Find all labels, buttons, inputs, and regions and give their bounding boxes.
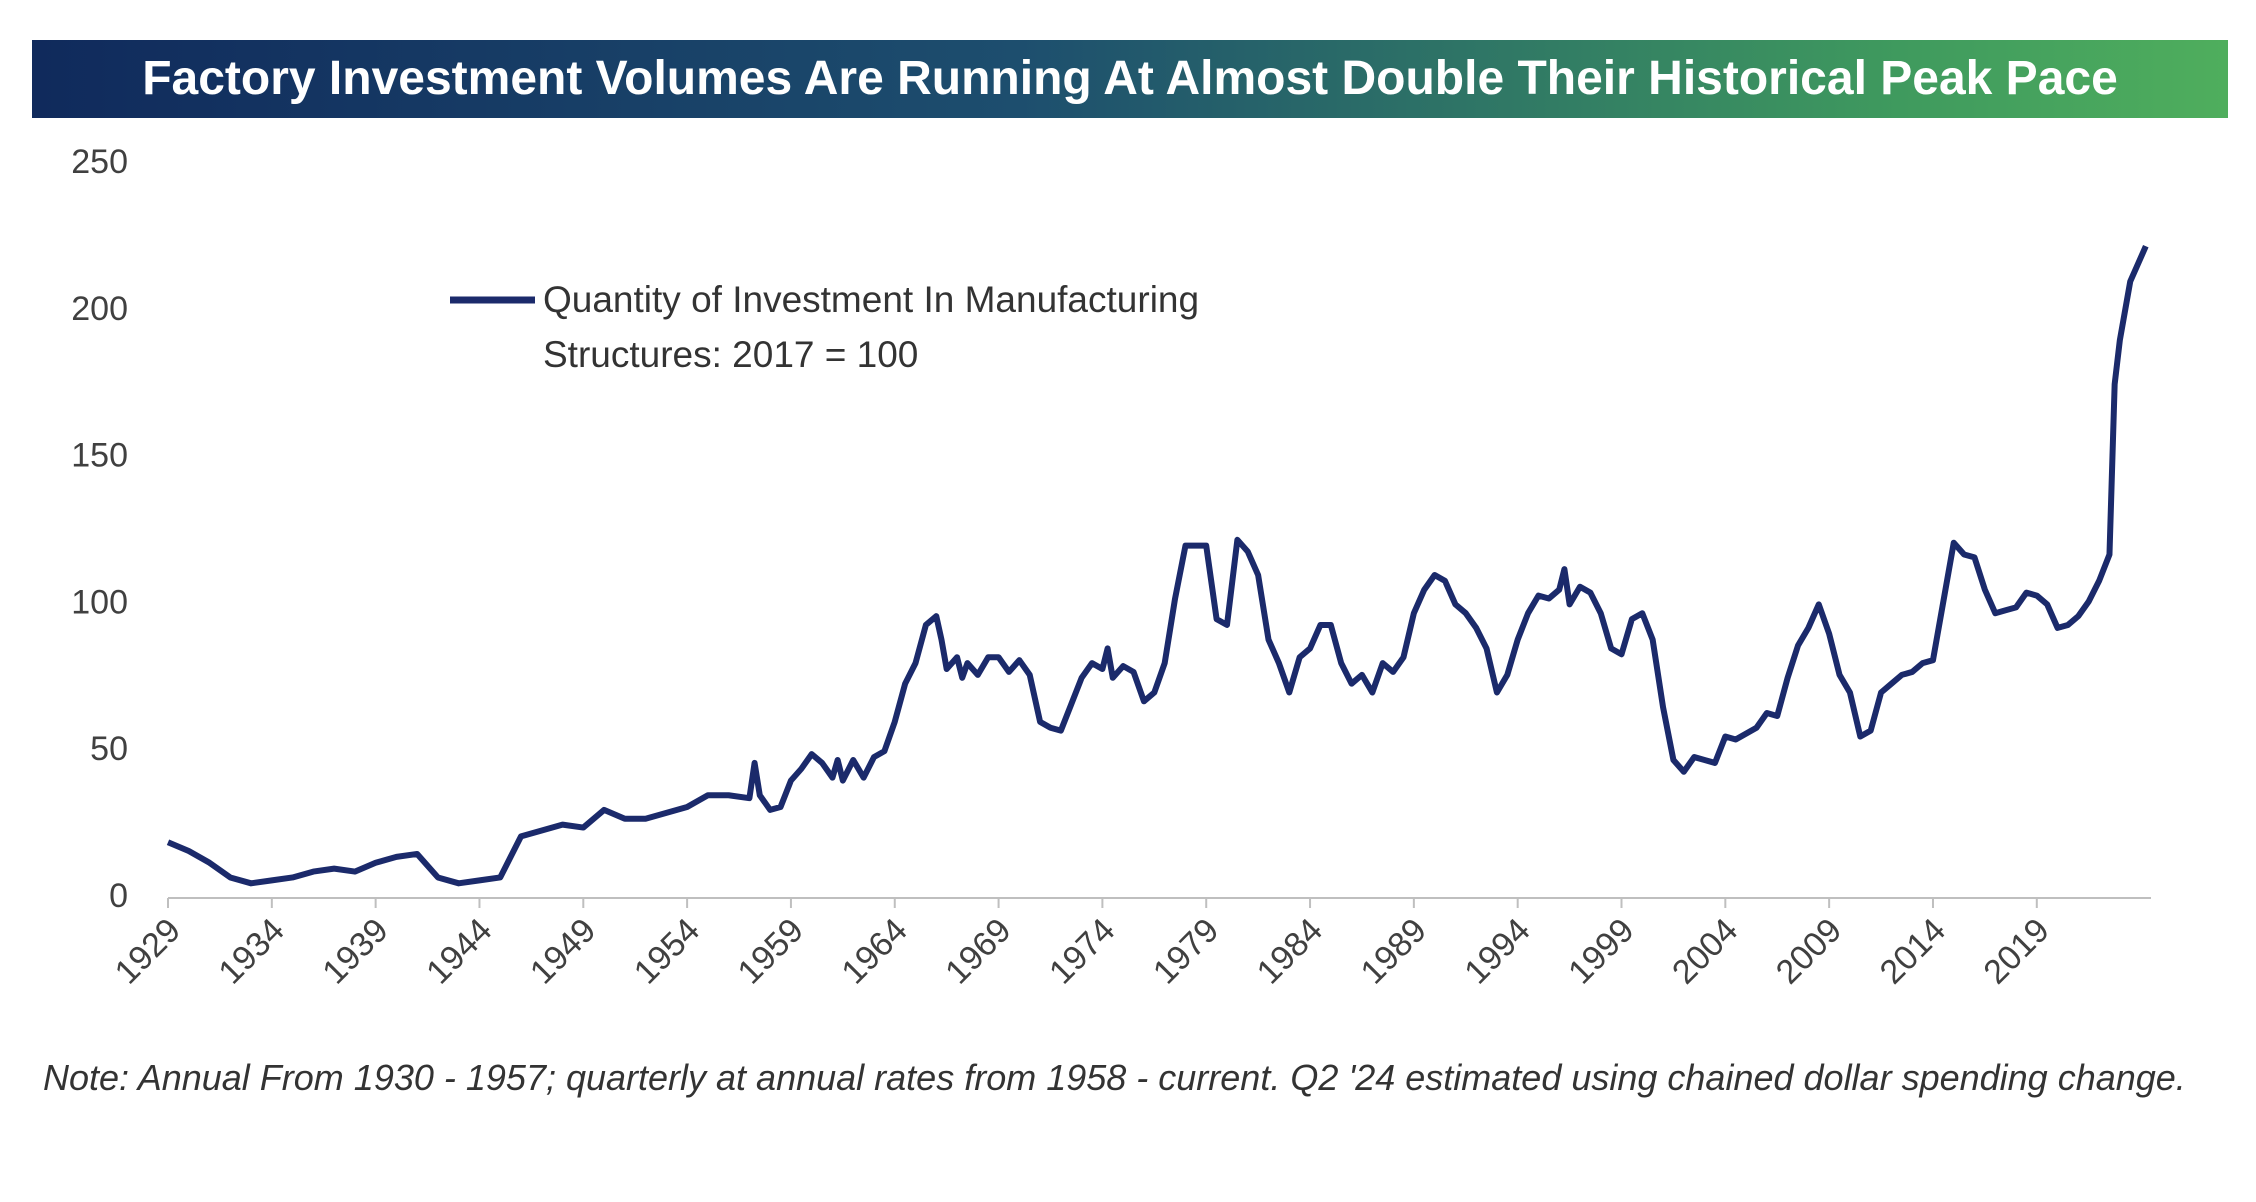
y-tick-label: 100 xyxy=(71,583,128,621)
x-tick-label: 1964 xyxy=(834,911,914,991)
note: Note: Annual From 1930 - 1957; quarterly… xyxy=(43,1057,2186,1098)
x-tick-label: 1934 xyxy=(211,911,291,991)
x-tick-label: 2014 xyxy=(1873,911,1953,991)
y-tick-label: 50 xyxy=(90,730,128,768)
x-tick-label: 1969 xyxy=(938,911,1018,991)
legend-label: Quantity of Investment In Manufacturing … xyxy=(543,279,1200,375)
y-tick-label: 0 xyxy=(109,877,128,915)
data-line xyxy=(166,244,2149,887)
x-tick-label: 1949 xyxy=(523,911,603,991)
y-tick-label: 150 xyxy=(71,437,128,475)
x-tick-label: 1944 xyxy=(419,911,499,991)
x-tick-label: 1954 xyxy=(627,911,707,991)
y-tick-label: 250 xyxy=(71,143,128,181)
x-tick-label: 1974 xyxy=(1042,911,1122,991)
x-tick-label: 2009 xyxy=(1769,911,1849,991)
x-tick-label: 1999 xyxy=(1561,911,1641,991)
x-tick-label: 1989 xyxy=(1354,911,1434,991)
x-tick-label: 1929 xyxy=(108,911,188,991)
x-tick-label: 1984 xyxy=(1250,911,1330,991)
x-tick-label: 1939 xyxy=(315,911,395,991)
x-tick-label: 2019 xyxy=(1976,911,2056,991)
x-tick-label: 1994 xyxy=(1457,911,1537,991)
x-tick-label: 1959 xyxy=(731,911,811,991)
chart-title: Factory Investment Volumes Are Running A… xyxy=(32,40,2228,118)
x-tick-label: 2004 xyxy=(1665,911,1745,991)
x-tick-label: 1979 xyxy=(1146,911,1226,991)
y-tick-label: 200 xyxy=(71,290,128,328)
